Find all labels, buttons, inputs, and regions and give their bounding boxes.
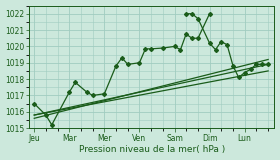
X-axis label: Pression niveau de la mer( hPa ): Pression niveau de la mer( hPa )	[79, 145, 225, 154]
